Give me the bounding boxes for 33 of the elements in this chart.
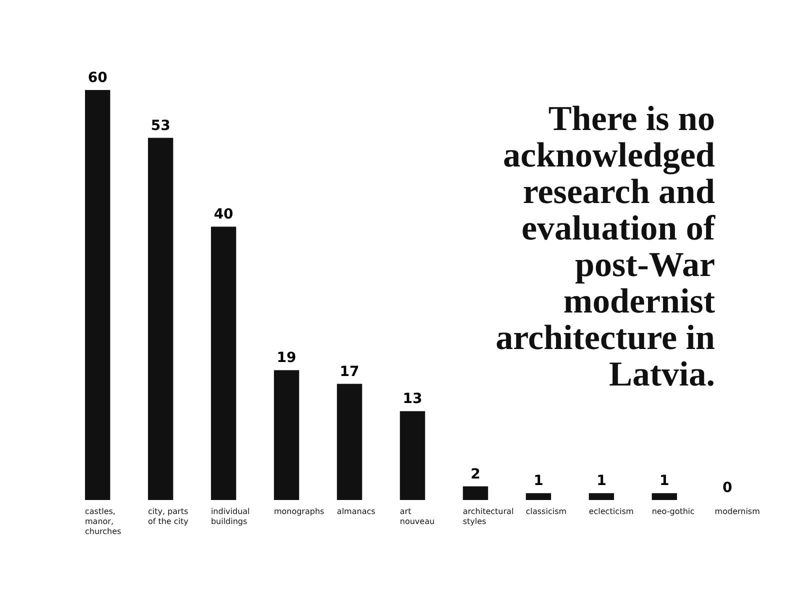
- bar: [462, 486, 488, 500]
- x-tick-label: city, parts of the city: [148, 507, 189, 526]
- x-tick-label: individual buildings: [210, 507, 250, 526]
- x-tick-label: art nouveau: [400, 507, 435, 526]
- data-label: 1: [660, 473, 670, 490]
- text: There is no acknowledged research and evaluation of post-War modernist architecture in Latvia.: [496, 99, 716, 394]
- bar: [148, 138, 174, 500]
- data-label: 60: [88, 70, 108, 86]
- bar: [210, 226, 236, 500]
- bar: [85, 90, 110, 500]
- data-label: 40: [214, 206, 234, 223]
- bar: [400, 411, 426, 500]
- data-label: 17: [340, 364, 360, 380]
- x-tick-label: neo-gothic: [652, 507, 695, 516]
- data-label: 13: [402, 391, 422, 408]
- bar: [588, 493, 614, 500]
- x-tick-label: modernism: [714, 507, 760, 516]
- x-tick-label: eclecticism: [588, 507, 634, 516]
- bar: [274, 370, 300, 500]
- x-tick-label: monographs: [274, 507, 324, 516]
- bar: [526, 493, 552, 500]
- bar: [336, 384, 362, 500]
- x-tick-label: almanacs: [336, 507, 376, 516]
- x-tick-label: architectural styles: [462, 507, 514, 526]
- bar: [652, 493, 678, 500]
- data-label: 1: [534, 473, 544, 490]
- data-label: 2: [470, 466, 480, 482]
- x-tick-label: castles, manor, churches: [85, 507, 122, 536]
- data-label: 53: [150, 118, 170, 134]
- data-label: 1: [596, 473, 606, 490]
- data-label: 0: [722, 480, 733, 496]
- x-tick-label: classicism: [526, 507, 567, 516]
- data-label: 19: [276, 350, 296, 366]
